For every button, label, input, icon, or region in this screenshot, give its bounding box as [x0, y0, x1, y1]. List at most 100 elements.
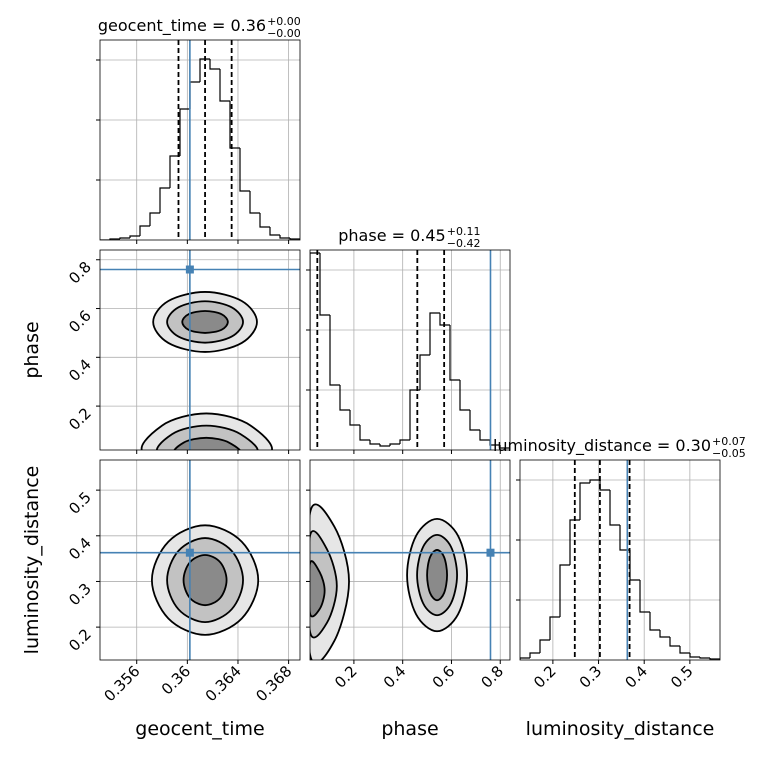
y-axis-label: phase: [21, 321, 43, 378]
histogram-bin: [569, 519, 580, 565]
title-upper: +0.11: [447, 225, 481, 238]
histogram-bin: [159, 187, 170, 213]
histogram-bin: [329, 315, 340, 386]
x-tick-label: 0.2: [530, 662, 560, 692]
x-tick-label: 0.364: [202, 662, 245, 705]
histogram-bin: [289, 238, 300, 240]
histogram-bin: [449, 325, 460, 381]
contour: [310, 560, 326, 618]
y-tick-label: 0.6: [65, 307, 95, 337]
histogram-bin: [639, 580, 650, 613]
panel-frame: [309, 459, 511, 661]
panel-frame: [99, 249, 301, 451]
histogram-bin: [599, 480, 610, 491]
histogram-bin: [539, 639, 550, 653]
panel-frame: [309, 249, 511, 451]
histogram-bin: [589, 479, 600, 483]
histogram-bin: [709, 658, 720, 660]
histogram-bin: [229, 101, 240, 149]
histogram-bin: [259, 213, 270, 228]
x-tick-label: 0.6: [429, 662, 459, 692]
histogram-bin: [319, 253, 330, 316]
y-tick-label: 0.8: [65, 258, 95, 288]
title-upper: +0.00: [267, 15, 301, 28]
x-axis-label: phase: [381, 718, 438, 740]
contour: [181, 310, 229, 334]
contour: [173, 436, 241, 450]
histogram-bin: [529, 652, 540, 658]
histogram-bin: [439, 313, 450, 326]
histogram-bin: [399, 439, 410, 444]
histogram-bin: [179, 108, 190, 156]
x-tick-label: 0.8: [477, 662, 507, 692]
x-tick-label: 0.356: [100, 662, 143, 705]
histogram-bin: [249, 191, 260, 214]
histogram-bin: [699, 657, 710, 659]
title-upper: +0.07: [712, 435, 746, 448]
histogram-bin: [389, 443, 400, 446]
y-tick-label: 0.5: [65, 488, 95, 518]
histogram-bin: [310, 252, 320, 450]
histogram-bin: [669, 637, 680, 647]
panel-frame: [519, 459, 721, 661]
histogram-bin: [269, 227, 280, 236]
histogram-bin: [649, 612, 660, 631]
pair-panel: [310, 460, 510, 660]
histogram-bin: [549, 616, 560, 640]
histogram-bin: [339, 385, 350, 411]
y-tick-label: 0.4: [65, 534, 95, 564]
title-lower: −0.05: [712, 447, 746, 460]
histogram-bin: [149, 212, 160, 226]
histogram-bin: [169, 155, 180, 188]
x-axis-label: geocent_time: [135, 718, 264, 740]
histogram-panel: [520, 460, 720, 660]
histogram-bin: [559, 564, 570, 617]
histogram-bin: [499, 445, 510, 450]
panel-title: geocent_time = 0.36: [98, 16, 266, 36]
title-lower: −0.00: [267, 27, 301, 40]
panel-title: phase = 0.45: [338, 226, 445, 245]
histogram-bin: [219, 69, 230, 102]
histogram-bin: [379, 444, 390, 447]
x-tick-label: 0.3: [576, 662, 606, 692]
truth-marker: [185, 548, 194, 557]
contour: [182, 554, 228, 607]
histogram-bin: [629, 550, 640, 581]
histogram-bin: [469, 410, 480, 431]
histogram-bin: [349, 410, 360, 426]
histogram-bin: [459, 380, 470, 411]
histogram-bin: [659, 630, 670, 638]
histogram-bin: [579, 482, 590, 520]
y-tick-label: 0.3: [65, 580, 95, 610]
panel-title: luminosity_distance = 0.30: [493, 436, 711, 456]
contour: [426, 549, 448, 602]
histogram-bin: [409, 389, 420, 440]
y-tick-label: 0.2: [65, 625, 95, 655]
pair-panel: [100, 250, 300, 450]
truth-marker: [185, 265, 194, 274]
panel-frame: [99, 39, 301, 241]
x-tick-label: 0.4: [380, 662, 410, 692]
histogram-bin: [129, 235, 140, 238]
histogram-bin: [619, 525, 630, 551]
x-tick-label: 0.36: [158, 662, 194, 698]
x-tick-label: 0.4: [621, 662, 651, 692]
y-axis-label: luminosity_distance: [21, 466, 43, 655]
histogram-bin: [359, 425, 370, 441]
histogram-bin: [479, 430, 490, 441]
histogram-bin: [689, 653, 700, 658]
histogram-bin: [679, 646, 690, 654]
histogram-panel: [310, 250, 510, 450]
y-tick-label: 0.4: [65, 355, 95, 385]
histogram-bin: [279, 235, 290, 239]
y-tick-label: 0.2: [65, 404, 95, 434]
x-tick-label: 0.2: [331, 662, 361, 692]
pair-panel: [100, 460, 300, 660]
histogram-bin: [369, 440, 380, 445]
histogram-bin: [199, 58, 210, 82]
x-tick-label: 0.368: [252, 662, 295, 705]
title-lower: −0.42: [447, 237, 481, 250]
panel-frame: [99, 459, 301, 661]
